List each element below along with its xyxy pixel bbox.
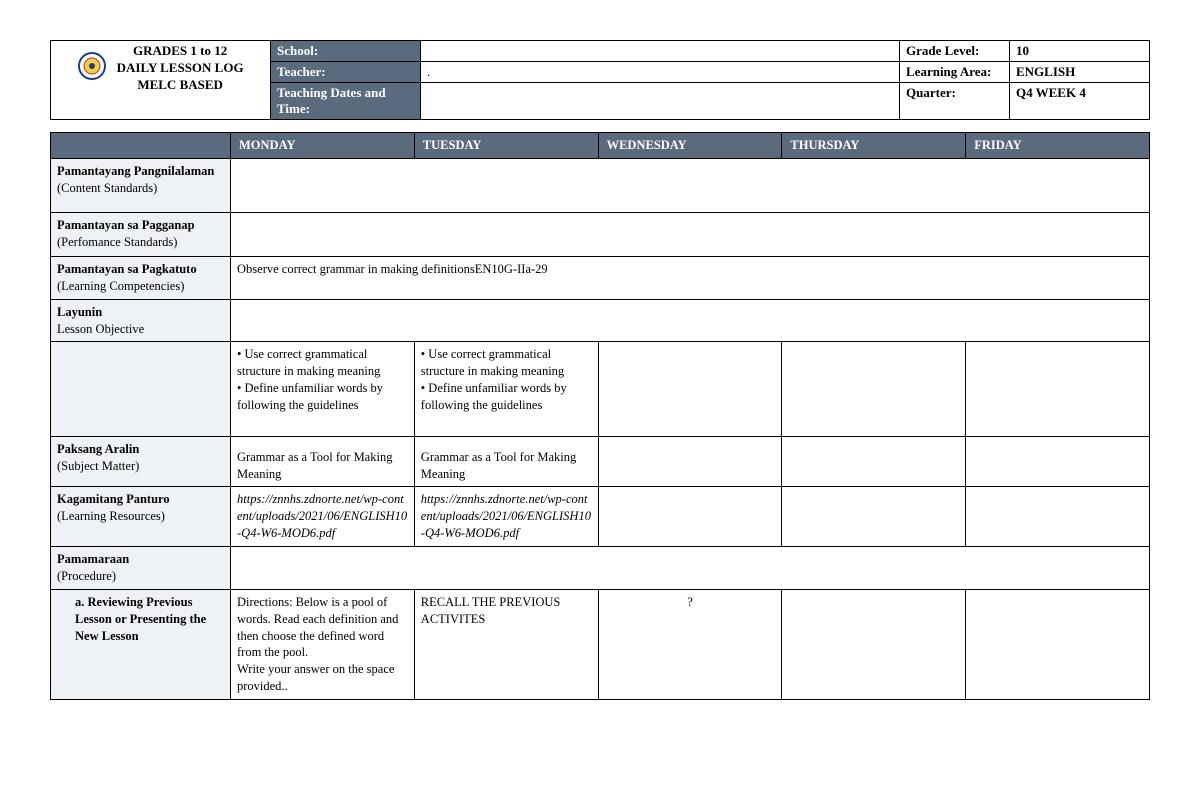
- cell-obj-tue: • Use correct grammatical structure in m…: [414, 342, 598, 437]
- col-monday: MONDAY: [231, 133, 415, 159]
- rowsub-learn-comp: (Learning Competencies): [57, 279, 184, 293]
- rowsub-procedure: (Procedure): [57, 569, 116, 583]
- row-learning-resources: Kagamitang Panturo (Learning Resources) …: [51, 487, 1150, 547]
- label-quarter: Quarter:: [900, 83, 1010, 120]
- value-school: [421, 41, 900, 62]
- rowtitle-perf-std: Pamantayan sa Pagganap: [57, 218, 195, 232]
- cell-subj-tue: Grammar as a Tool for Making Meaning: [414, 437, 598, 487]
- cell-perf-std: [231, 212, 1150, 256]
- label-dates: Teaching Dates and Time:: [271, 83, 421, 120]
- col-thursday: THURSDAY: [782, 133, 966, 159]
- header-title-line2: DAILY LESSON LOG: [117, 60, 244, 75]
- cell-rev-mon: Directions: Below is a pool of words. Re…: [231, 589, 415, 699]
- rowtitle-resources: Kagamitang Panturo: [57, 492, 170, 506]
- header-title-line1: GRADES 1 to 12: [133, 43, 227, 58]
- value-teacher: .: [421, 62, 900, 83]
- cell-obj-fri: [966, 342, 1150, 437]
- rowtitle-review: a. Reviewing Previous Lesson or Presenti…: [75, 595, 206, 643]
- cell-res-thu: [782, 487, 966, 547]
- cell-subj-mon: Grammar as a Tool for Making Meaning: [231, 437, 415, 487]
- cell-res-wed: [598, 487, 782, 547]
- cell-rev-thu: [782, 589, 966, 699]
- cell-subj-wed: [598, 437, 782, 487]
- rowtitle-content-std: Pamantayang Pangnilalaman: [57, 164, 214, 178]
- cell-res-tue: https://znnhs.zdnorte.net/wp-content/upl…: [414, 487, 598, 547]
- cell-res-fri: [966, 487, 1150, 547]
- rowhead-objectives-blank: [51, 342, 231, 437]
- row-subject-matter: Paksang Aralin (Subject Matter) Grammar …: [51, 437, 1150, 487]
- cell-rev-wed: ?: [598, 589, 782, 699]
- header-title-cell: GRADES 1 to 12 DAILY LESSON LOG MELC BAS…: [51, 41, 271, 120]
- header-title-line3: MELC BASED: [137, 77, 223, 92]
- label-teacher: Teacher:: [271, 62, 421, 83]
- cell-rev-tue: RECALL THE PREVIOUS ACTIVITES: [414, 589, 598, 699]
- col-tuesday: TUESDAY: [414, 133, 598, 159]
- cell-procedure-spacer: [231, 547, 1150, 590]
- row-content-standards: Pamantayang Pangnilalaman (Content Stand…: [51, 158, 1150, 212]
- value-dates: [421, 83, 900, 120]
- deped-seal-icon: [77, 51, 107, 86]
- value-grade: 10: [1010, 41, 1150, 62]
- col-friday: FRIDAY: [966, 133, 1150, 159]
- rowtitle-learn-comp: Pamantayan sa Pagkatuto: [57, 262, 197, 276]
- cell-obj-wed: [598, 342, 782, 437]
- rowsub-content-std: (Content Standards): [57, 181, 157, 195]
- cell-content-std: [231, 158, 1150, 212]
- rowsub-perf-std: (Perfomance Standards): [57, 235, 177, 249]
- label-school: School:: [271, 41, 421, 62]
- value-quarter: Q4 WEEK 4: [1010, 83, 1150, 120]
- row-layunin: Layunin Lesson Objective: [51, 299, 1150, 342]
- cell-rev-fri: [966, 589, 1150, 699]
- cell-obj-mon: • Use correct grammatical structure in m…: [231, 342, 415, 437]
- lesson-plan-table: MONDAY TUESDAY WEDNESDAY THURSDAY FRIDAY…: [50, 132, 1150, 700]
- value-area: ENGLISH: [1010, 62, 1150, 83]
- row-objectives: • Use correct grammatical structure in m…: [51, 342, 1150, 437]
- cell-layunin: [231, 299, 1150, 342]
- row-performance-standards: Pamantayan sa Pagganap (Perfomance Stand…: [51, 212, 1150, 256]
- corner-cell: [51, 133, 231, 159]
- rowsub-resources: (Learning Resources): [57, 509, 165, 523]
- rowsub-layunin: Lesson Objective: [57, 322, 144, 336]
- rowtitle-procedure: Pamamaraan: [57, 552, 129, 566]
- cell-subj-fri: [966, 437, 1150, 487]
- row-review: a. Reviewing Previous Lesson or Presenti…: [51, 589, 1150, 699]
- label-area: Learning Area:: [900, 62, 1010, 83]
- cell-res-mon: https://znnhs.zdnorte.net/wp-content/upl…: [231, 487, 415, 547]
- col-wednesday: WEDNESDAY: [598, 133, 782, 159]
- lesson-header-table: GRADES 1 to 12 DAILY LESSON LOG MELC BAS…: [50, 40, 1150, 120]
- rowsub-subject: (Subject Matter): [57, 459, 139, 473]
- cell-obj-thu: [782, 342, 966, 437]
- row-procedure: Pamamaraan (Procedure): [51, 547, 1150, 590]
- cell-learn-comp: Observe correct grammar in making defini…: [231, 256, 1150, 299]
- cell-subj-thu: [782, 437, 966, 487]
- rowtitle-layunin: Layunin: [57, 305, 102, 319]
- label-grade: Grade Level:: [900, 41, 1010, 62]
- rowtitle-subject: Paksang Aralin: [57, 442, 139, 456]
- row-learning-competencies: Pamantayan sa Pagkatuto (Learning Compet…: [51, 256, 1150, 299]
